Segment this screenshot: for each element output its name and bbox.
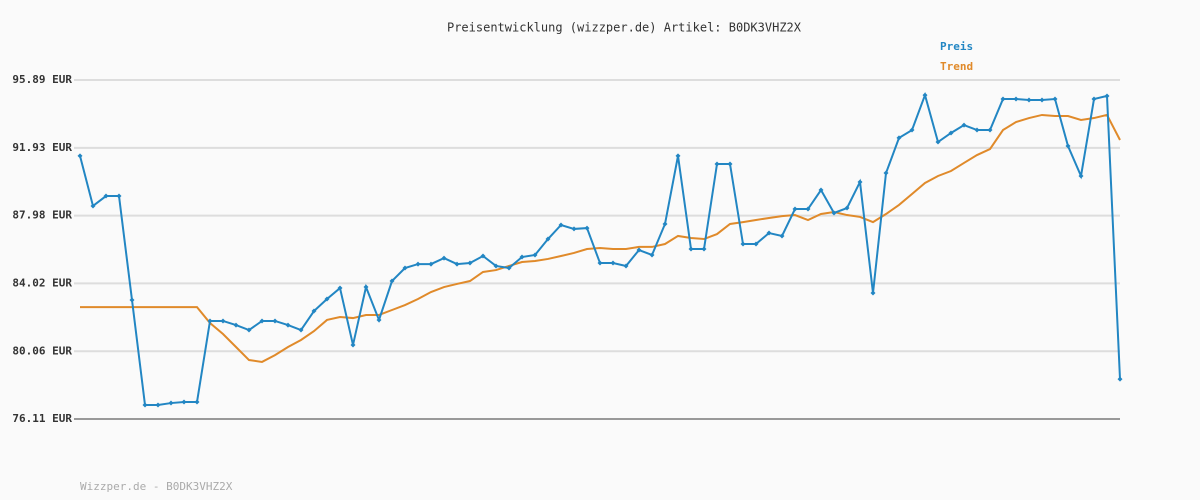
- point-marker: [1013, 96, 1019, 102]
- point-marker: [142, 402, 148, 408]
- point-marker: [467, 260, 473, 266]
- point-marker: [545, 236, 551, 242]
- point-marker: [753, 241, 759, 247]
- point-marker: [506, 265, 512, 271]
- y-tick-label: 87.98 EUR: [12, 209, 72, 222]
- point-marker: [77, 153, 83, 159]
- point-marker: [1091, 96, 1097, 102]
- point-marker: [883, 170, 889, 176]
- point-marker: [727, 161, 733, 167]
- point-marker: [155, 402, 161, 408]
- point-marker: [376, 317, 382, 323]
- point-marker: [324, 296, 330, 302]
- chart-title: Preisentwicklung (wizzper.de) Artikel: B…: [447, 21, 802, 35]
- point-marker: [441, 255, 447, 261]
- y-tick-label: 84.02 EUR: [12, 276, 72, 289]
- point-marker: [454, 261, 460, 267]
- point-marker: [558, 222, 564, 228]
- point-marker: [740, 241, 746, 247]
- point-marker: [974, 127, 980, 133]
- point-marker: [857, 179, 863, 185]
- point-marker: [675, 153, 681, 159]
- point-marker: [1117, 376, 1123, 382]
- point-marker: [493, 263, 499, 269]
- point-marker: [246, 327, 252, 333]
- point-marker: [844, 205, 850, 211]
- footer: Wizzper.de - B0DK3VHZ2X: [80, 480, 233, 493]
- point-marker: [402, 265, 408, 271]
- point-marker: [1078, 173, 1084, 179]
- point-marker: [233, 322, 239, 328]
- point-marker: [1104, 93, 1110, 99]
- point-marker: [909, 127, 915, 133]
- point-marker: [168, 400, 174, 406]
- point-marker: [688, 246, 694, 252]
- point-marker: [792, 206, 798, 212]
- point-marker: [1052, 96, 1058, 102]
- point-marker: [181, 399, 187, 405]
- point-marker: [662, 221, 668, 227]
- point-marker: [415, 261, 421, 267]
- point-marker: [207, 318, 213, 324]
- point-marker: [610, 260, 616, 266]
- point-marker: [480, 253, 486, 259]
- point-marker: [1026, 97, 1032, 103]
- y-tick-label: 80.06 EUR: [12, 344, 72, 357]
- point-marker: [571, 226, 577, 232]
- point-marker: [90, 203, 96, 209]
- point-marker: [636, 247, 642, 253]
- point-marker: [701, 246, 707, 252]
- point-marker: [948, 130, 954, 136]
- point-marker: [649, 252, 655, 258]
- point-marker: [311, 308, 317, 314]
- point-marker: [935, 139, 941, 145]
- point-marker: [285, 322, 291, 328]
- legend-entry: Trend: [940, 60, 973, 73]
- point-marker: [337, 285, 343, 291]
- point-marker: [350, 342, 356, 348]
- y-tick-label: 91.93 EUR: [12, 141, 72, 154]
- point-marker: [116, 193, 122, 199]
- series-line: [80, 113, 1121, 363]
- series-line: [79, 91, 1121, 406]
- point-marker: [363, 284, 369, 290]
- point-marker: [961, 122, 967, 128]
- point-marker: [766, 230, 772, 236]
- point-marker: [532, 252, 538, 258]
- point-marker: [714, 161, 720, 167]
- point-marker: [259, 318, 265, 324]
- point-marker: [389, 278, 395, 284]
- y-tick-label: 76.11 EUR: [12, 412, 72, 425]
- point-marker: [428, 261, 434, 267]
- point-marker: [584, 225, 590, 231]
- legend-entry: Preis: [940, 40, 973, 53]
- point-marker: [298, 327, 304, 333]
- point-marker: [597, 260, 603, 266]
- point-marker: [103, 193, 109, 199]
- point-marker: [194, 399, 200, 405]
- point-marker: [896, 135, 902, 141]
- point-marker: [220, 318, 226, 324]
- point-marker: [779, 233, 785, 239]
- point-marker: [519, 254, 525, 260]
- point-marker: [922, 92, 928, 98]
- point-marker: [129, 297, 135, 303]
- point-marker: [818, 187, 824, 193]
- point-marker: [1000, 96, 1006, 102]
- point-marker: [272, 318, 278, 324]
- y-tick-label: 95.89 EUR: [12, 73, 72, 86]
- point-marker: [1039, 97, 1045, 103]
- point-marker: [987, 127, 993, 133]
- point-marker: [805, 206, 811, 212]
- point-marker: [831, 210, 837, 216]
- point-marker: [870, 290, 876, 296]
- point-marker: [623, 263, 629, 269]
- point-marker: [1065, 143, 1071, 149]
